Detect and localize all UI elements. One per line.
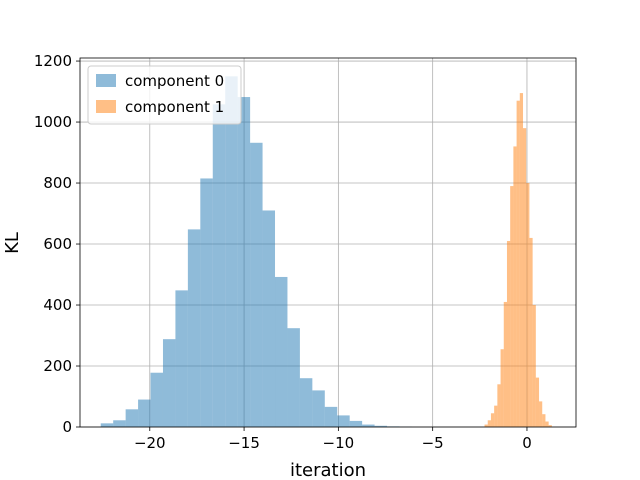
y-tick-label: 1200 bbox=[34, 52, 72, 70]
histogram-bar-component-0 bbox=[299, 378, 313, 427]
y-axis-label: KL bbox=[2, 232, 23, 254]
histogram-bar-component-1 bbox=[490, 413, 495, 427]
histogram-bar-component-0 bbox=[125, 409, 139, 427]
histogram-bar-component-0 bbox=[212, 104, 226, 427]
bars bbox=[100, 76, 552, 428]
histogram-bar-component-0 bbox=[150, 372, 163, 427]
histogram-bar-component-0 bbox=[187, 229, 201, 427]
histogram-bar-component-1 bbox=[510, 186, 514, 427]
legend-label-component-0: component 0 bbox=[125, 72, 224, 90]
histogram-bar-component-1 bbox=[539, 401, 543, 427]
x-tick-label: −10 bbox=[323, 434, 355, 452]
histogram-bar-component-0 bbox=[312, 390, 325, 427]
histogram-bar-component-1 bbox=[500, 349, 504, 427]
legend-swatch-component-1 bbox=[96, 100, 116, 113]
x-axis-label: iteration bbox=[290, 460, 366, 480]
histogram-bar-component-0 bbox=[250, 142, 263, 428]
histogram-bar-component-1 bbox=[497, 384, 501, 427]
histogram-bar-component-0 bbox=[100, 423, 114, 427]
histogram-bar-component-0 bbox=[275, 276, 288, 427]
histogram-bar-component-1 bbox=[519, 93, 524, 427]
histogram-bar-component-1 bbox=[526, 183, 530, 427]
histogram-bar-component-1 bbox=[494, 405, 498, 427]
histogram-bar-component-0 bbox=[287, 328, 300, 427]
histogram-bar-component-1 bbox=[513, 146, 517, 427]
y-tick-label: 400 bbox=[43, 296, 72, 314]
histogram-bar-component-1 bbox=[529, 237, 533, 427]
histogram-bar-component-0 bbox=[200, 178, 213, 427]
x-tick-label: 0 bbox=[522, 434, 532, 452]
histogram-bar-component-0 bbox=[175, 290, 188, 427]
y-tick-label: 800 bbox=[43, 174, 72, 192]
histogram-bar-component-1 bbox=[542, 414, 546, 427]
histogram-bar-component-1 bbox=[503, 301, 507, 427]
histogram-bar-component-1 bbox=[506, 240, 511, 427]
y-tick-label: 1000 bbox=[34, 113, 72, 131]
legend-box bbox=[87, 65, 242, 125]
y-tick-label: 0 bbox=[62, 418, 72, 436]
histogram-bar-component-0 bbox=[113, 420, 126, 427]
histogram-bar-component-0 bbox=[162, 339, 176, 427]
histogram-bar-component-0 bbox=[225, 76, 238, 428]
x-tick-label: −15 bbox=[228, 434, 260, 452]
legend-label-component-1: component 1 bbox=[125, 98, 224, 116]
x-tick-label: −5 bbox=[422, 434, 444, 452]
y-tick-label: 600 bbox=[43, 235, 72, 253]
histogram-bar-component-0 bbox=[324, 406, 338, 427]
histogram-bar-component-1 bbox=[487, 420, 491, 427]
histogram-bar-component-1 bbox=[535, 377, 540, 427]
ticks: −20 −15 −10 −5 0 0 200 400 600 800 1000 1200 bbox=[34, 52, 532, 452]
y-tick-label: 200 bbox=[43, 357, 72, 375]
x-tick-label: −20 bbox=[134, 434, 166, 452]
histogram-bar-component-1 bbox=[484, 424, 488, 427]
histogram-bar-component-1 bbox=[545, 421, 549, 427]
histogram-bar-component-0 bbox=[138, 399, 151, 427]
legend: component 0 component 1 bbox=[87, 65, 242, 125]
histogram-bar-component-0 bbox=[262, 210, 276, 427]
histogram-bar-component-1 bbox=[516, 100, 520, 427]
histogram-bar-component-0 bbox=[374, 425, 388, 427]
histogram-bar-component-1 bbox=[523, 128, 527, 427]
histogram-bar-component-0 bbox=[349, 420, 363, 427]
histogram-bar-component-1 bbox=[532, 305, 536, 427]
histogram-bar-component-0 bbox=[237, 97, 251, 427]
histogram-bar-component-0 bbox=[337, 415, 350, 427]
legend-swatch-component-0 bbox=[96, 74, 116, 87]
histogram-bar-component-1 bbox=[548, 425, 552, 427]
plot-frame bbox=[79, 57, 577, 428]
histogram-bar-component-0 bbox=[362, 424, 375, 427]
